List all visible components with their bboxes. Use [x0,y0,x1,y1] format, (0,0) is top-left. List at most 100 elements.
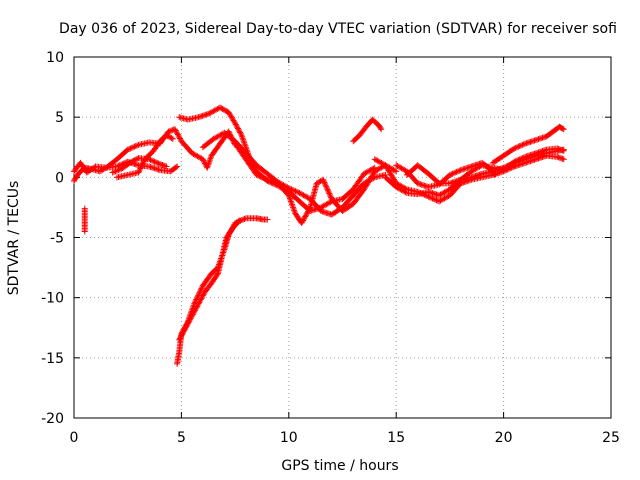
data-point [232,121,239,128]
data-point [163,132,170,139]
data-point [137,165,144,172]
data-point [184,322,191,329]
data-point [402,185,409,192]
data-point [174,163,181,170]
data-point [178,332,185,339]
data-point [514,144,521,151]
data-point [174,130,181,137]
data-point [560,147,567,154]
data-point [518,155,525,162]
data-point [456,167,463,174]
data-point [560,126,567,133]
data-points [71,104,567,367]
data-point [185,319,192,326]
data-point [189,311,196,318]
y-tick-label: -10 [41,291,64,307]
data-point [559,125,566,132]
data-point [111,168,118,175]
data-point [287,185,294,192]
data-point [508,164,515,171]
data-point [284,184,291,191]
x-tick-label: 15 [387,430,405,446]
data-point [191,308,198,315]
data-point [258,174,265,181]
data-point [168,135,175,142]
data-point [126,146,133,153]
data-point [147,156,154,163]
data-point [180,328,187,335]
data-point [197,298,204,305]
data-point [109,169,116,176]
data-point [198,285,205,292]
data-point [432,196,439,203]
data-point [512,144,519,151]
y-tick-label: 0 [55,170,64,186]
data-point [510,146,517,153]
data-point [324,186,331,193]
data-point [81,228,88,235]
x-tick-label: 20 [495,430,513,446]
tick-labels: 0 5 10 15 20 25 -20 -15 -10 -5 0 5 10 [41,50,620,446]
data-point [327,193,334,200]
data-point [256,173,263,180]
data-point [320,176,327,183]
data-point [393,168,400,175]
x-tick-label: 5 [177,430,186,446]
data-point [425,193,432,200]
data-point [518,142,525,149]
data-point [289,186,296,193]
data-point [176,335,183,342]
data-point [315,179,322,186]
data-point [302,212,309,219]
data-point [138,164,145,171]
data-point [391,167,398,174]
data-point [298,220,305,227]
data-point [175,132,182,139]
data-point [450,170,457,177]
data-point [416,189,423,196]
data-point [131,143,138,150]
data-point [507,165,514,172]
data-point [113,167,120,174]
chart-title: Day 036 of 2023, Sidereal Day-to-day VTE… [59,21,617,37]
data-point [154,159,161,166]
y-tick-label: -5 [50,231,64,247]
data-point [325,189,332,196]
data-point [560,156,567,163]
data-point [182,324,189,331]
data-point [176,336,183,343]
data-point [501,167,508,174]
axis-ticks [73,56,612,419]
data-point [163,163,170,170]
data-point [519,155,526,162]
data-point [176,135,183,142]
data-point [192,307,199,314]
data-point [424,192,431,199]
data-point [320,178,327,185]
data-point [325,187,332,194]
data-point [515,143,522,150]
data-point [198,295,205,302]
x-tick-label: 0 [70,430,79,446]
data-point [305,208,312,215]
y-tick-label: 10 [46,50,64,66]
data-point [116,166,123,173]
grid [74,57,611,418]
data-point [306,205,313,212]
data-point [186,318,193,325]
data-point [316,178,323,185]
data-point [414,188,421,195]
data-point [300,216,307,223]
y-tick-label: -20 [41,411,64,427]
data-point [323,184,330,191]
data-point [194,302,201,309]
data-point [165,133,172,140]
data-point [197,286,204,293]
data-point [184,320,191,327]
data-point [454,168,461,175]
data-point [124,146,131,153]
data-point [515,156,522,163]
y-tick-label: -15 [41,351,64,367]
data-point [98,167,105,174]
data-point [186,316,193,323]
